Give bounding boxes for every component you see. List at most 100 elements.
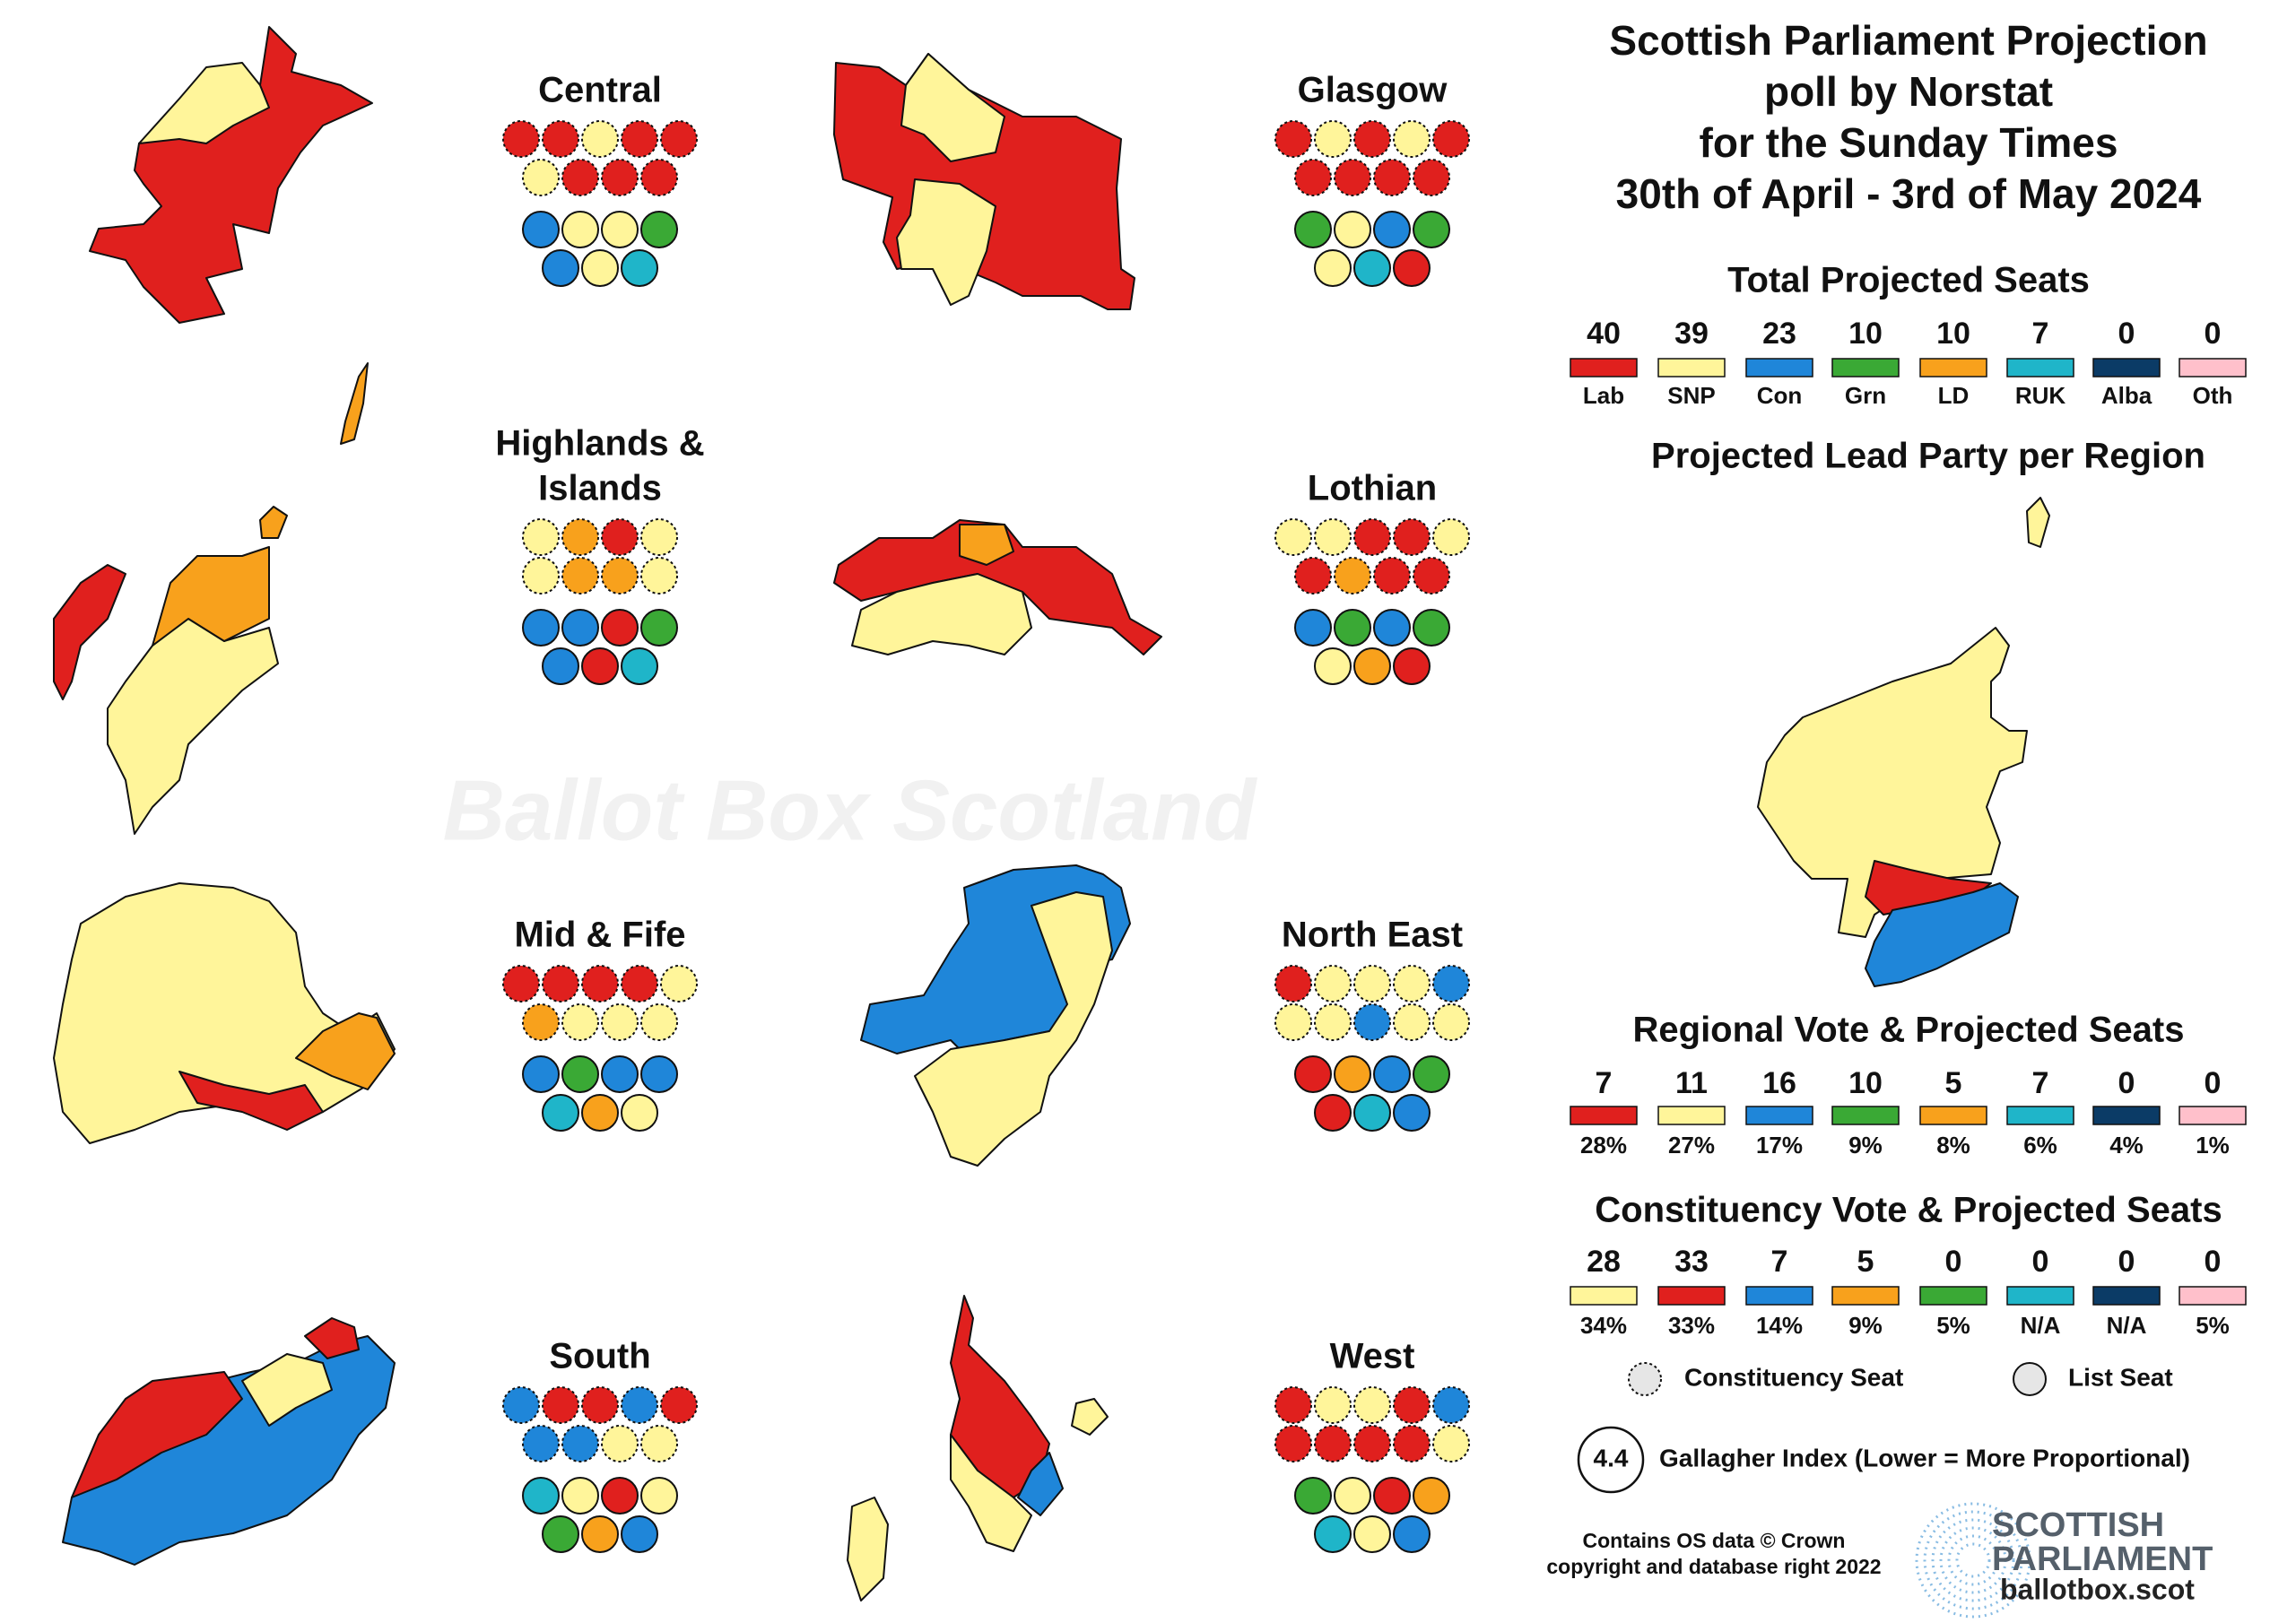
list-seat	[1413, 1477, 1450, 1515]
party-swatch	[1745, 1106, 1813, 1125]
constituency-seat	[1432, 518, 1470, 556]
party-swatch	[2092, 1286, 2161, 1306]
constituency-seat	[1314, 1425, 1352, 1462]
list-seat	[1353, 1515, 1391, 1553]
list-seat	[1393, 1515, 1431, 1553]
constituency-seat	[542, 965, 579, 1002]
party-name: Grn	[1845, 382, 1886, 409]
seat-count: 0	[2032, 1245, 2049, 1279]
list-seat	[542, 647, 579, 685]
map-west	[847, 1295, 1109, 1601]
region-name: South	[549, 1337, 650, 1376]
seat-count: 28	[1587, 1245, 1621, 1279]
party-swatch	[2092, 1106, 2161, 1125]
list-seat	[601, 1055, 639, 1093]
map-lothian	[833, 519, 1162, 655]
region-name: Lothian	[1308, 469, 1437, 508]
region-name: Islands	[538, 469, 662, 508]
title-line: poll by Norstat	[1764, 68, 2053, 115]
party-swatch	[1657, 1286, 1726, 1306]
constituency-seat	[1432, 1386, 1470, 1424]
constituency-seat	[1393, 120, 1431, 158]
watermark: Ballot Box Scotland	[443, 762, 1258, 858]
list-seat	[1353, 249, 1391, 287]
constituency-seat	[1432, 965, 1470, 1002]
seat-count: 10	[1936, 317, 1970, 351]
party-swatch	[1570, 1106, 1638, 1125]
list-seat	[1294, 1477, 1332, 1515]
constituency-seat	[1353, 965, 1391, 1002]
constituency-seat	[621, 120, 658, 158]
list-seat	[1294, 609, 1332, 647]
constituency-seat	[640, 1425, 678, 1462]
seat-count: 10	[1848, 317, 1883, 351]
constituency-seat	[581, 120, 619, 158]
constituency-seat	[640, 1003, 678, 1041]
constituency-seat	[1274, 1386, 1312, 1424]
party-swatch	[1919, 358, 1987, 378]
legend-list-seat	[2013, 1362, 2047, 1396]
constituency-seat	[1393, 1003, 1431, 1041]
vote-share: 33%	[1668, 1312, 1715, 1339]
constituency-seat	[561, 1003, 599, 1041]
title-line: 30th of April - 3rd of May 2024	[1616, 170, 2202, 217]
constituency-seat	[1432, 1003, 1470, 1041]
map-south	[62, 1317, 396, 1566]
seat-count: 0	[2205, 1066, 2222, 1100]
list-seat	[1353, 647, 1391, 685]
list-seat	[522, 609, 560, 647]
vote-share: N/A	[2107, 1312, 2147, 1339]
list-seat	[1373, 1055, 1411, 1093]
map-glasgow	[833, 53, 1135, 310]
list-seat	[1373, 211, 1411, 248]
constituency-seat	[1314, 518, 1352, 556]
gallagher-label: Gallagher Index (Lower = More Proportion…	[1659, 1444, 2190, 1471]
list-seat	[1353, 1094, 1391, 1132]
list-seat	[621, 249, 658, 287]
constituency-seat	[601, 1425, 639, 1462]
gallagher-badge	[1577, 1426, 1645, 1494]
constituency-seat	[660, 1386, 698, 1424]
list-seat	[522, 211, 560, 248]
constituency-seat	[1314, 1386, 1352, 1424]
party-swatch	[1919, 1106, 1987, 1125]
list-seat	[522, 1477, 560, 1515]
constituency-seat	[601, 557, 639, 595]
section-heading: Total Projected Seats	[1727, 261, 2090, 300]
party-swatch	[2179, 1286, 2247, 1306]
seat-count: 7	[1771, 1245, 1788, 1279]
party-swatch	[1657, 1106, 1726, 1125]
constituency-seat	[522, 557, 560, 595]
constituency-seat	[1334, 159, 1371, 196]
legend-constituency-seat	[1628, 1362, 1662, 1396]
list-seat	[640, 1477, 678, 1515]
list-seat	[581, 249, 619, 287]
vote-share: 9%	[1848, 1132, 1883, 1159]
constituency-seat	[1314, 120, 1352, 158]
logo-ring	[1923, 1510, 2023, 1610]
constituency-seat	[1274, 518, 1312, 556]
party-swatch	[1831, 1286, 1900, 1306]
seat-count: 7	[1596, 1066, 1613, 1100]
map-northeast	[860, 864, 1131, 1167]
seat-count: 7	[2032, 317, 2049, 351]
list-seat	[581, 1094, 619, 1132]
list-seat	[1334, 1055, 1371, 1093]
constituency-seat	[1353, 1386, 1391, 1424]
constituency-seat	[542, 120, 579, 158]
list-seat	[1393, 1094, 1431, 1132]
party-swatch	[1657, 358, 1726, 378]
logo-ring	[1947, 1534, 1999, 1586]
constituency-seat	[1432, 120, 1470, 158]
constituency-seat	[1334, 557, 1371, 595]
constituency-seat	[561, 1425, 599, 1462]
list-seat	[542, 1515, 579, 1553]
region-name: Central	[538, 71, 662, 110]
constituency-seat	[1353, 1003, 1391, 1041]
constituency-seat	[522, 518, 560, 556]
list-seat	[1413, 1055, 1450, 1093]
list-seat	[1314, 249, 1352, 287]
list-seat	[581, 1515, 619, 1553]
constituency-seat	[502, 1386, 540, 1424]
list-seat	[561, 609, 599, 647]
